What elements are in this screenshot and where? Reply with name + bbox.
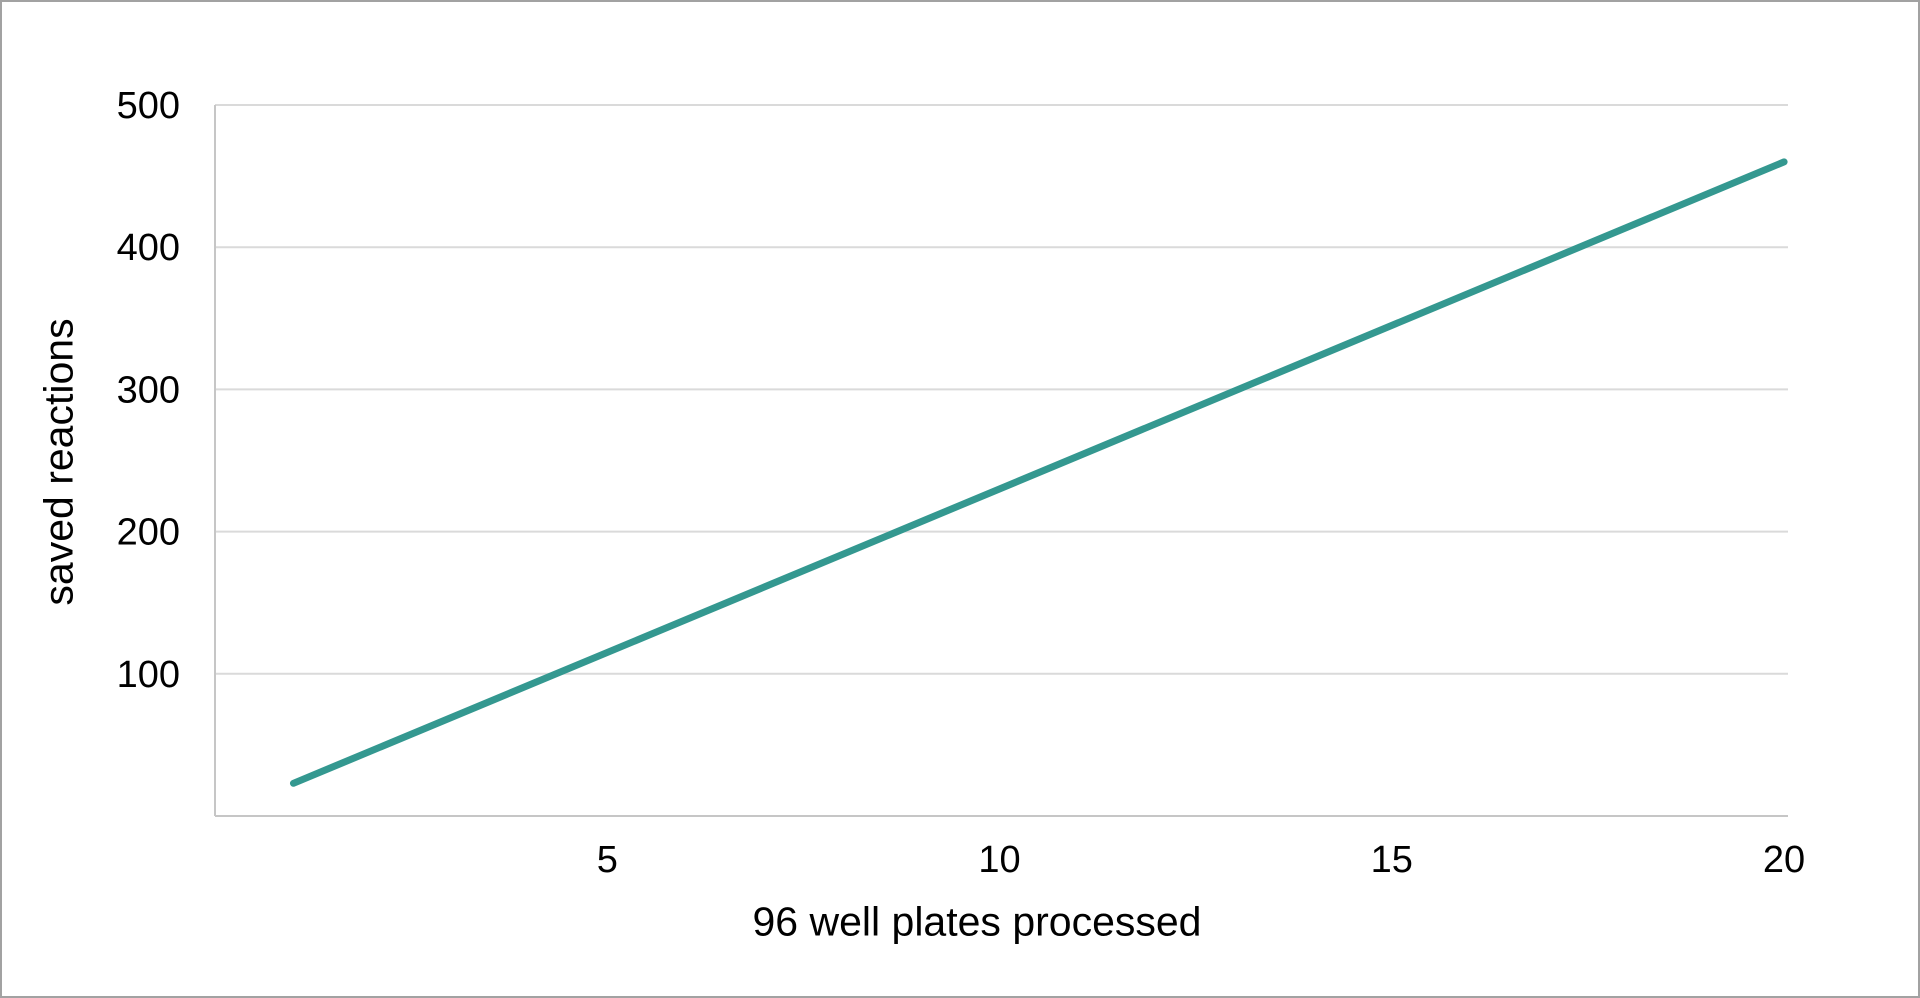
y-tick-label-100: 100 xyxy=(117,654,180,696)
y-tick-label-400: 400 xyxy=(117,227,180,269)
x-tick-label-5: 5 xyxy=(597,839,618,881)
series-lines xyxy=(289,158,1788,787)
x-tick-label-10: 10 xyxy=(978,839,1020,881)
y-axis-tick-labels: 100 200 300 400 500 xyxy=(117,85,180,696)
x-tick-label-15: 15 xyxy=(1371,839,1413,881)
y-tick-label-300: 300 xyxy=(117,369,180,411)
y-axis-title: saved reactions xyxy=(35,318,82,606)
x-tick-label-20: 20 xyxy=(1763,839,1805,881)
axis-lines xyxy=(214,105,1788,817)
y-tick-label-200: 200 xyxy=(117,512,180,554)
x-axis-title: 96 well plates processed xyxy=(752,898,1202,945)
gridlines xyxy=(215,104,1788,675)
series-line-saved-reactions xyxy=(289,158,1788,787)
y-tick-label-500: 500 xyxy=(117,85,180,127)
x-axis-tick-labels: 5 10 15 20 xyxy=(597,839,1806,881)
